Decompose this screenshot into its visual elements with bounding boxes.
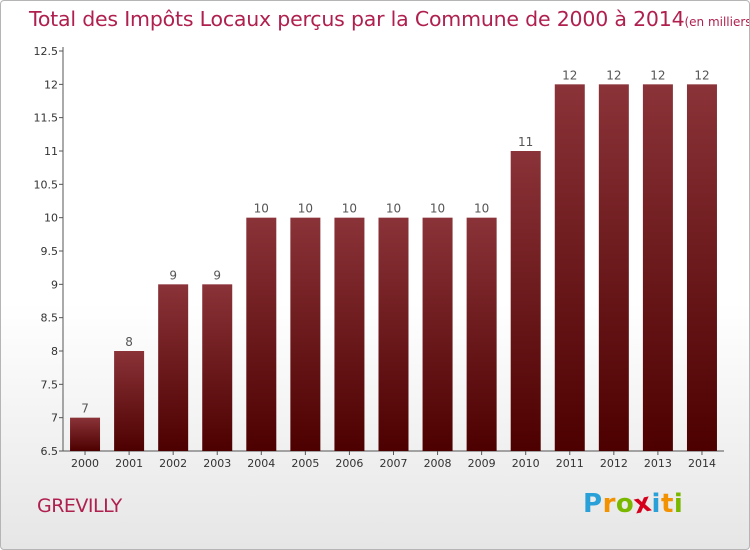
x-tick-label: 2007 xyxy=(380,457,408,470)
chart-title-unit: (en milliers d'€) xyxy=(684,15,750,29)
bar xyxy=(598,84,629,451)
x-tick-label: 2003 xyxy=(203,457,231,470)
y-tick-label: 9 xyxy=(51,278,58,291)
x-tick-label: 2005 xyxy=(291,457,319,470)
bar xyxy=(510,151,541,451)
bar xyxy=(246,217,277,451)
bar xyxy=(114,351,145,451)
data-label: 12 xyxy=(562,68,577,82)
y-tick-label: 11.5 xyxy=(34,112,59,125)
y-tick-label: 7.5 xyxy=(41,378,59,391)
x-tick-label: 2006 xyxy=(335,457,363,470)
y-tick-label: 10.5 xyxy=(34,178,59,191)
bar xyxy=(422,217,453,451)
data-label: 10 xyxy=(254,202,269,216)
x-tick-label: 2010 xyxy=(512,457,540,470)
y-tick-label: 7 xyxy=(51,412,58,425)
bar xyxy=(158,284,189,451)
bar xyxy=(378,217,409,451)
x-tick-label: 2002 xyxy=(159,457,187,470)
logo-letter: P xyxy=(583,489,603,519)
data-label: 10 xyxy=(342,202,357,216)
y-tick-label: 11 xyxy=(44,145,58,158)
y-tick-label: 12 xyxy=(44,78,58,91)
x-tick-label: 2014 xyxy=(688,457,716,470)
chart-title-text: Total des Impôts Locaux perçus par la Co… xyxy=(29,7,685,31)
bar xyxy=(290,217,321,451)
bar xyxy=(466,217,497,451)
y-tick-label: 6.5 xyxy=(41,445,59,458)
y-tick-label: 9.5 xyxy=(41,245,59,258)
y-tick-label: 8.5 xyxy=(41,312,59,325)
bar-chart: 6.5 7 7.5 8 8.5 9 9.5 10 10.5 11 11.5 12 12.5 7 2000 8 2… xyxy=(34,45,724,470)
x-tick-label: 2011 xyxy=(556,457,584,470)
commune-name: GREVILLY xyxy=(37,495,122,517)
logo-letter: i xyxy=(651,489,661,519)
chart-title: Total des Impôts Locaux perçus par la Co… xyxy=(29,7,750,31)
data-label: 11 xyxy=(518,135,533,149)
y-tick-label: 10 xyxy=(44,212,58,225)
x-tick-label: 2000 xyxy=(71,457,99,470)
bar xyxy=(334,217,365,451)
x-tick-label: 2001 xyxy=(115,457,143,470)
data-label: 7 xyxy=(81,402,89,416)
bar xyxy=(686,84,717,451)
x-tick-label: 2009 xyxy=(468,457,496,470)
data-label: 10 xyxy=(298,202,313,216)
data-label: 10 xyxy=(474,202,489,216)
data-label: 10 xyxy=(386,202,401,216)
data-label: 9 xyxy=(213,268,221,282)
x-tick-label: 2008 xyxy=(424,457,452,470)
proxiti-logo: Proxiti xyxy=(583,488,684,521)
x-tick-label: 2012 xyxy=(600,457,628,470)
x-tick-label: 2013 xyxy=(644,457,672,470)
bar xyxy=(70,417,101,451)
logo-letter: r xyxy=(602,489,616,519)
data-label: 12 xyxy=(694,68,709,82)
data-label: 12 xyxy=(606,68,621,82)
y-tick-label: 8 xyxy=(51,345,58,358)
bar xyxy=(554,84,585,451)
data-label: 10 xyxy=(430,202,445,216)
logo-letter: o xyxy=(615,489,635,519)
data-label: 9 xyxy=(169,268,177,282)
logo-letter: t xyxy=(660,489,674,519)
bar xyxy=(202,284,233,451)
y-tick-label: 12.5 xyxy=(34,45,59,58)
bar xyxy=(642,84,673,451)
logo-letter: i xyxy=(673,489,684,519)
x-tick-label: 2004 xyxy=(247,457,275,470)
data-label: 8 xyxy=(125,335,133,349)
data-label: 12 xyxy=(650,68,665,82)
